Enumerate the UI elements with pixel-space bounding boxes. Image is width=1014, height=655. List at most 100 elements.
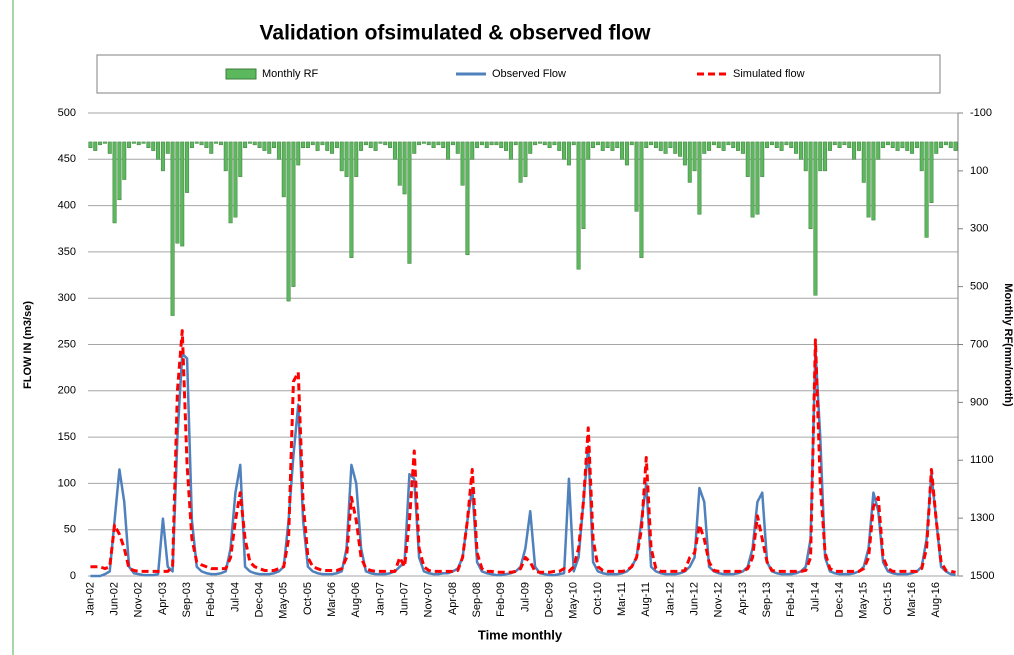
rainfall-bar <box>740 141 745 154</box>
rainfall-bar <box>818 141 823 172</box>
rainfall-bar <box>368 141 373 148</box>
rainfall-bar <box>571 141 576 146</box>
rainfall-bar <box>813 141 818 296</box>
legend-label: Simulated flow <box>733 68 805 80</box>
rainfall-bar <box>581 141 586 229</box>
x-tick-label: Sep-08 <box>471 582 483 617</box>
rainfall-bar <box>929 141 934 203</box>
rainfall-bar <box>165 141 170 154</box>
rainfall-bar <box>856 141 861 151</box>
rainfall-bar <box>537 141 542 144</box>
rainfall-bar <box>93 141 98 151</box>
rainfall-bar <box>199 141 204 146</box>
rainfall-bar <box>784 141 789 146</box>
rainfall-bar <box>591 141 596 148</box>
rainfall-bar <box>146 141 151 148</box>
rainfall-bar <box>562 141 567 160</box>
x-tick-label: Jun-02 <box>108 582 120 616</box>
x-tick-label: Oct-15 <box>882 582 894 615</box>
legend-label: Observed Flow <box>492 68 566 80</box>
y2-tick-label: 1100 <box>970 454 994 466</box>
rainfall-bar <box>122 141 127 180</box>
rainfall-bar <box>499 141 504 148</box>
x-tick-label: Jun-12 <box>688 582 700 616</box>
y-tick-label: 400 <box>58 200 76 212</box>
x-tick-label: Jul-04 <box>229 582 241 612</box>
rainfall-bar <box>586 141 591 160</box>
rainfall-bar <box>446 141 451 160</box>
x-tick-label: May-10 <box>568 582 580 619</box>
rainfall-bar <box>247 141 252 144</box>
rainfall-bar <box>88 141 93 148</box>
rainfall-bar <box>276 141 281 160</box>
rainfall-bar <box>798 141 803 160</box>
y-tick-label: 500 <box>58 107 76 119</box>
rainfall-bar <box>218 141 223 146</box>
rainfall-bar <box>736 141 741 151</box>
y2-tick-label: -100 <box>970 107 992 119</box>
rainfall-bar <box>373 141 378 151</box>
rainfall-bar <box>900 141 905 148</box>
x-tick-label: Jun-07 <box>398 582 410 616</box>
rainfall-bar <box>707 141 712 151</box>
y-tick-label: 200 <box>58 385 76 397</box>
x-tick-label: Feb-09 <box>495 582 507 617</box>
rainfall-bar <box>644 141 649 148</box>
rainfall-bar <box>407 141 412 264</box>
rainfall-bar <box>412 141 417 154</box>
rainfall-bar <box>847 141 852 148</box>
rainfall-bar <box>557 141 562 151</box>
x-tick-label: Mar-11 <box>616 582 628 616</box>
rainfall-bar <box>687 141 692 183</box>
rainfall-bar <box>943 141 948 146</box>
rainfall-bar <box>402 141 407 195</box>
rainfall-bar <box>823 141 828 172</box>
rainfall-bar <box>320 141 325 146</box>
rainfall-bar <box>286 141 291 302</box>
rainfall-bar <box>629 141 634 146</box>
rainfall-bar <box>296 141 301 166</box>
rainfall-bar <box>441 141 446 148</box>
rainfall-bar <box>673 141 678 154</box>
rainfall-bar <box>533 141 538 146</box>
rainfall-bar <box>151 141 156 151</box>
rainfall-bar <box>98 141 103 146</box>
rainfall-bar <box>272 141 277 148</box>
rainfall-bar <box>649 141 654 146</box>
rainfall-bar <box>141 141 146 144</box>
rainfall-bar <box>852 141 857 160</box>
y-tick-label: 100 <box>58 477 76 489</box>
y2-tick-label: 300 <box>970 223 988 235</box>
rainfall-bar <box>117 141 122 201</box>
y-axis-title: FLOW IN (m3/se) <box>22 301 34 389</box>
rainfall-bar <box>779 141 784 151</box>
rainfall-bar <box>388 141 393 148</box>
rainfall-bar <box>214 141 219 144</box>
y-tick-label: 150 <box>58 431 76 443</box>
rainfall-bar <box>827 141 832 151</box>
rainfall-bar <box>397 141 402 186</box>
rainfall-bar <box>566 141 571 166</box>
rainfall-bar <box>552 141 557 146</box>
rainfall-bar <box>639 141 644 258</box>
rainfall-bar <box>267 141 272 154</box>
rainfall-bar <box>919 141 924 172</box>
rainfall-bar <box>620 141 625 160</box>
rainfall-bar <box>682 141 687 166</box>
y-tick-label: 50 <box>64 524 76 536</box>
rainfall-bar <box>330 141 335 154</box>
rainfall-bar <box>180 141 185 247</box>
x-tick-label: May-05 <box>278 582 290 619</box>
rainfall-bar <box>615 141 620 148</box>
rainfall-bar <box>175 141 180 244</box>
x-tick-label: Jan-07 <box>374 582 386 616</box>
rainfall-bar <box>692 141 697 172</box>
rainfall-bar <box>156 141 161 160</box>
y2-tick-label: 900 <box>970 396 988 408</box>
rainfall-bar <box>576 141 581 270</box>
x-tick-label: Jul-09 <box>519 582 531 612</box>
legend-label: Monthly RF <box>262 68 319 80</box>
x-tick-label: Mar-16 <box>906 582 918 617</box>
x-tick-label: Feb-14 <box>785 582 797 617</box>
rainfall-bar <box>281 141 286 198</box>
